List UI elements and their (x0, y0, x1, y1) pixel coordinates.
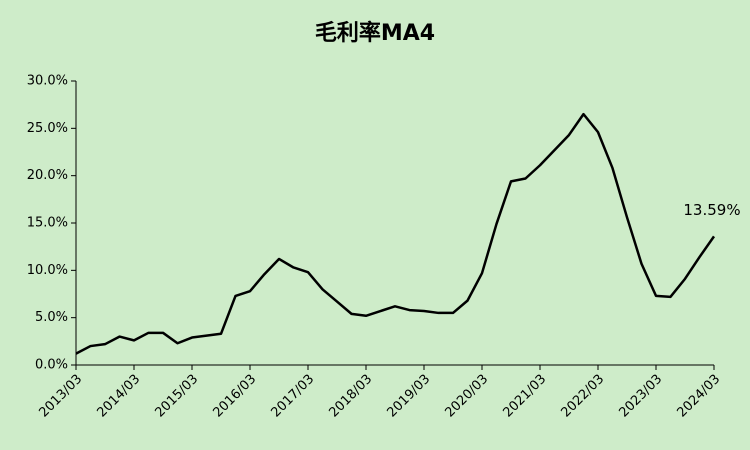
y-tick-label: 25.0% (27, 121, 68, 136)
data-line (75, 112, 716, 355)
y-tick-label: 30.0% (27, 74, 68, 89)
y-tick-label: 15.0% (27, 216, 68, 231)
chart-title: 毛利率MA4 (315, 20, 435, 46)
y-tick-label: 20.0% (27, 168, 68, 183)
y-tick-label: 10.0% (27, 263, 68, 278)
y-tick-label: 0.0% (35, 358, 68, 373)
data-label: 13.59% (683, 201, 740, 219)
y-tick-label: 5.0% (35, 310, 68, 325)
